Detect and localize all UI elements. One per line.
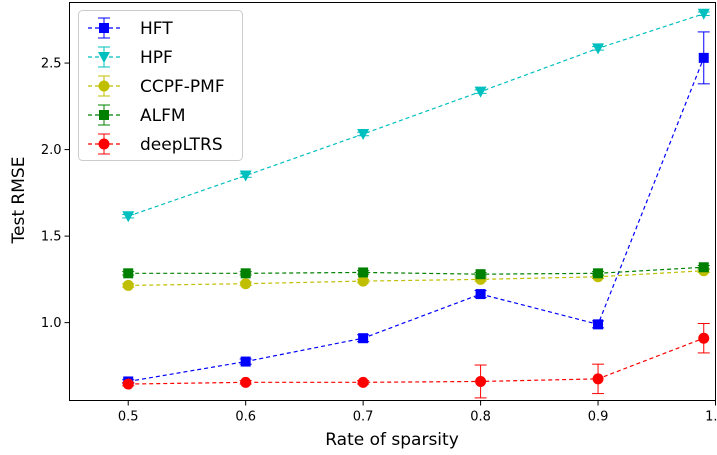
- y-axis-title: Test RMSE: [9, 157, 29, 245]
- data-point: [698, 262, 709, 273]
- legend-entry: HPF: [88, 46, 173, 68]
- legend-label: CCPF-PMF: [140, 77, 225, 97]
- data-point: [123, 268, 134, 279]
- data-point: [592, 43, 605, 55]
- series-line: [128, 13, 704, 217]
- y-tick-label: 1.5: [41, 230, 62, 245]
- series-line: [128, 266, 704, 275]
- series-alfm: [122, 262, 710, 280]
- legend-entry: CCPF-PMF: [88, 75, 225, 97]
- data-point: [357, 129, 370, 141]
- data-point: [357, 275, 369, 287]
- data-point: [240, 268, 251, 279]
- data-point: [475, 269, 486, 280]
- data-point: [122, 211, 135, 223]
- x-tick-label: 0.6: [235, 410, 256, 425]
- data-point: [240, 376, 252, 388]
- data-point: [593, 319, 604, 330]
- legend-entry: ALFM: [88, 104, 186, 126]
- series-line: [128, 337, 704, 385]
- axes: 0.5 0.6 0.7 0.8 0.9 1.0 1.0 1.5 2.0 2.5: [41, 57, 717, 425]
- legend-marker: [98, 138, 110, 150]
- x-axis-title: Rate of sparsity: [325, 430, 459, 450]
- y-tick-label: 1.0: [41, 316, 62, 331]
- data-point: [240, 356, 251, 367]
- legend-box: [78, 10, 243, 161]
- legend-label: HFT: [140, 19, 173, 39]
- data-point: [240, 278, 252, 290]
- series-line: [128, 57, 705, 383]
- data-point: [697, 8, 710, 20]
- legend-marker: [99, 23, 109, 33]
- legend-label: ALFM: [140, 106, 186, 126]
- legend-marker: [98, 52, 110, 63]
- data-point: [357, 376, 369, 388]
- data-point: [239, 170, 252, 182]
- data-point: [122, 279, 134, 291]
- series-ccpf-pmf: [122, 265, 710, 291]
- y-tick-label: 2.5: [41, 57, 62, 72]
- data-point: [592, 373, 604, 385]
- x-tick-label: 0.9: [588, 410, 609, 425]
- legend-entry: deepLTRS: [88, 133, 223, 155]
- plot-frame: [69, 2, 716, 401]
- data-point: [122, 378, 134, 390]
- data-point: [474, 86, 487, 98]
- data-point: [358, 267, 369, 278]
- series-deepltrs: [122, 322, 710, 399]
- x-tick-label: 0.5: [118, 410, 139, 425]
- x-tick-label: 0.8: [470, 410, 491, 425]
- data-point: [475, 289, 486, 300]
- legend-label: deepLTRS: [140, 135, 223, 155]
- data-point: [698, 332, 710, 344]
- data-point: [593, 268, 604, 279]
- legend: HFT HPF CCPF-PMF ALFM deepLTRS: [78, 10, 243, 161]
- legend-marker: [99, 110, 109, 120]
- data-point: [475, 375, 487, 387]
- legend-marker: [98, 80, 110, 92]
- series-hpf: [122, 8, 710, 223]
- plot-marks: [122, 8, 710, 399]
- data-point: [358, 333, 369, 344]
- y-tick-label: 2.0: [41, 143, 62, 158]
- legend-label: HPF: [140, 48, 173, 68]
- data-point: [698, 52, 709, 63]
- legend-entry: HFT: [88, 17, 173, 39]
- x-tick-label: 0.7: [353, 410, 374, 425]
- x-tick-label: 1.0: [705, 410, 717, 425]
